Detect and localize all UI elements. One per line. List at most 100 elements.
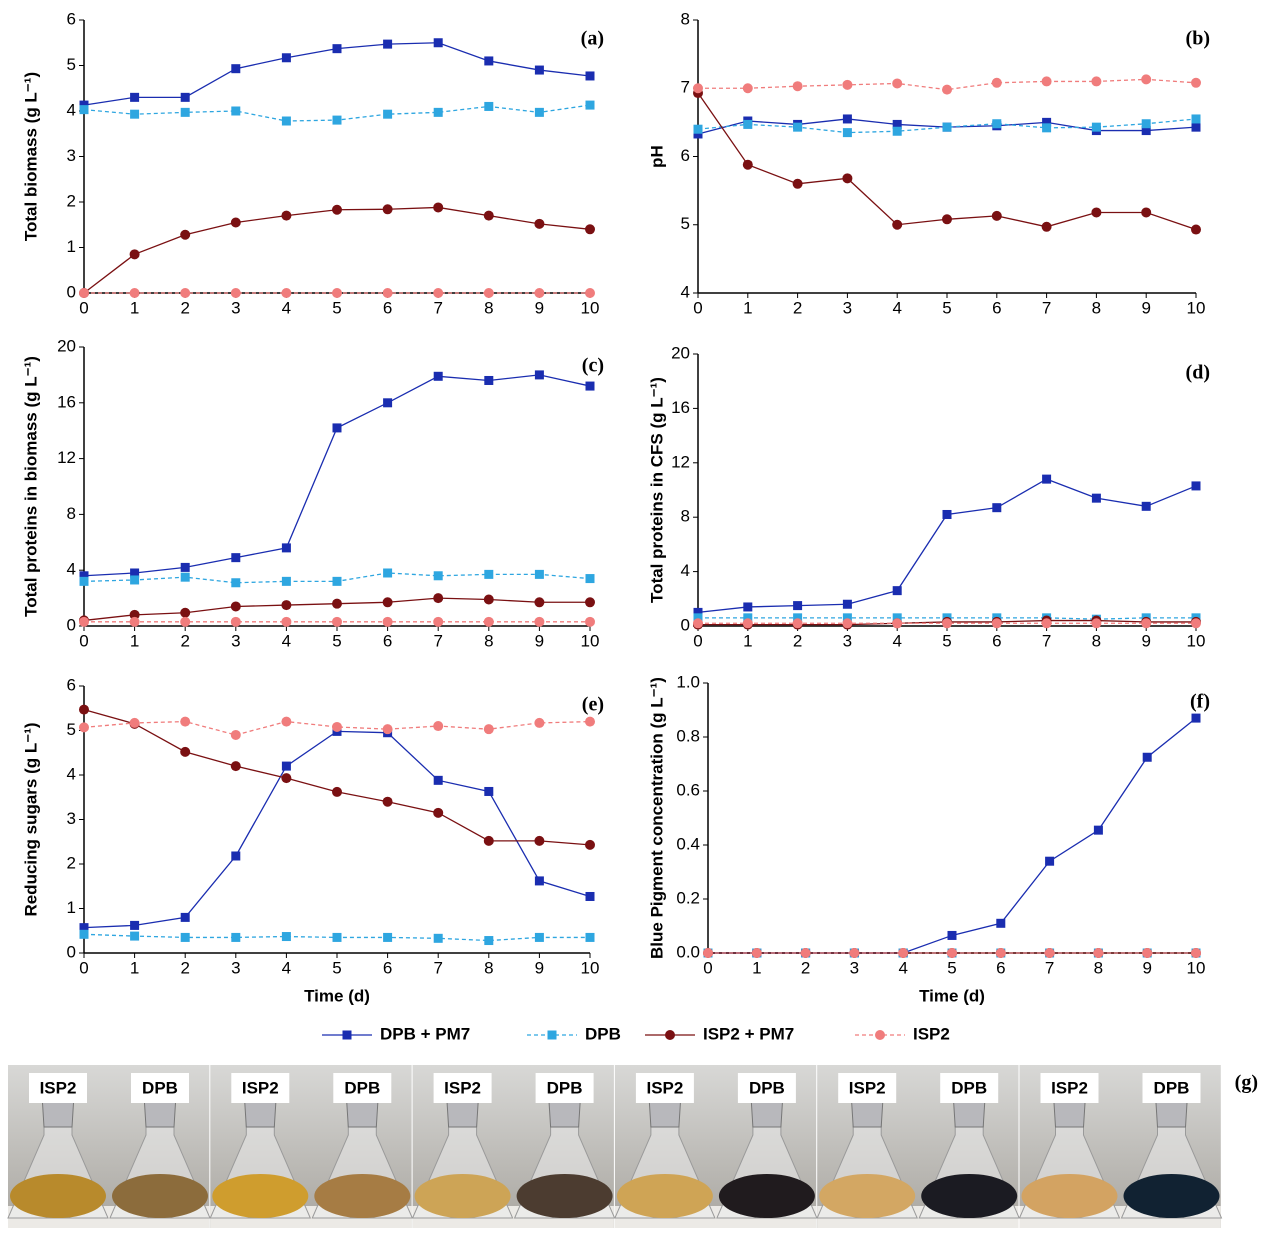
x-tick-label: 2 <box>793 631 802 650</box>
marker <box>693 607 703 617</box>
marker <box>842 128 852 138</box>
x-tick-label: 3 <box>843 631 852 650</box>
marker <box>433 933 443 943</box>
marker <box>1091 618 1102 629</box>
series-line <box>708 717 1197 954</box>
marker <box>534 370 544 380</box>
marker <box>743 613 753 623</box>
x-tick-label: 9 <box>535 631 544 650</box>
y-tick-label: 5 <box>681 214 690 233</box>
marker <box>332 932 342 942</box>
x-tick-label: 10 <box>1187 631 1206 650</box>
marker <box>79 288 89 298</box>
flask-label: ISP2 <box>646 1078 683 1097</box>
marker <box>332 576 342 586</box>
x-tick-label: 9 <box>1142 958 1151 977</box>
label-card <box>1040 1073 1099 1103</box>
marker <box>1191 77 1201 88</box>
liquid <box>921 1174 1018 1218</box>
marker <box>991 77 1002 88</box>
marker <box>534 597 545 608</box>
x-tick-label: 8 <box>484 958 493 977</box>
marker <box>180 616 191 627</box>
y-tick-label: 0.4 <box>676 834 700 853</box>
label-card <box>131 1073 189 1103</box>
marker <box>1191 948 1201 958</box>
marker <box>703 948 713 958</box>
marker <box>129 288 140 298</box>
marker <box>332 721 342 732</box>
x-tick-label: 10 <box>1187 958 1206 977</box>
marker <box>1042 123 1052 133</box>
x-tick-label: 2 <box>180 631 189 650</box>
marker <box>1041 618 1052 629</box>
marker <box>1091 76 1102 87</box>
marker <box>332 288 342 298</box>
x-tick-label: 9 <box>535 298 544 317</box>
x-tick-label: 10 <box>581 298 600 317</box>
x-tick-label: 8 <box>1092 298 1101 317</box>
marker <box>742 83 753 94</box>
legend-label: ISP2 <box>913 1024 950 1043</box>
marker <box>281 773 292 784</box>
marker <box>992 119 1002 129</box>
marker <box>433 202 444 213</box>
y-tick-label: 6 <box>67 675 76 694</box>
x-tick-label: 3 <box>231 298 240 317</box>
marker <box>180 716 191 727</box>
x-tick-label: 4 <box>892 631 901 650</box>
x-tick-label: 4 <box>282 631 291 650</box>
marker <box>332 786 342 797</box>
x-tick-label: 2 <box>180 298 189 317</box>
marker <box>281 53 291 63</box>
marker <box>792 178 803 189</box>
marker <box>1191 481 1201 491</box>
marker <box>281 600 292 611</box>
marker <box>433 288 444 298</box>
marker <box>800 948 811 958</box>
marker <box>585 616 595 627</box>
legend-marker <box>665 1030 675 1040</box>
x-axis-title: Time (d) <box>304 986 370 1005</box>
y-axis-title: pH <box>647 145 666 168</box>
label-card <box>635 1073 694 1103</box>
y-tick-label: 1.0 <box>676 672 700 691</box>
flask-label: DPB <box>142 1078 178 1097</box>
marker <box>180 746 191 757</box>
marker <box>281 543 291 553</box>
marker <box>1191 122 1201 132</box>
marker <box>433 721 444 732</box>
flask-label: DPB <box>547 1078 583 1097</box>
x-tick-label: 4 <box>892 298 901 317</box>
x-tick-label: 3 <box>843 298 852 317</box>
marker <box>180 288 191 298</box>
y-tick-label: 1 <box>67 237 76 256</box>
flask-label: ISP2 <box>40 1078 77 1097</box>
legend-marker <box>875 1030 885 1040</box>
panel-label: (c) <box>582 355 604 377</box>
marker <box>585 891 595 901</box>
marker <box>898 948 909 958</box>
marker <box>383 568 393 578</box>
legend-label: DPB + PM7 <box>380 1024 470 1043</box>
marker <box>892 618 903 629</box>
marker <box>332 598 342 609</box>
y-tick-label: 2 <box>67 191 76 210</box>
marker <box>180 229 191 240</box>
marker <box>382 204 393 215</box>
x-tick-label: 0 <box>703 958 712 977</box>
marker <box>1044 948 1055 958</box>
marker <box>842 613 852 623</box>
marker <box>180 932 190 942</box>
marker <box>743 602 753 612</box>
marker <box>79 704 89 715</box>
marker <box>942 618 952 629</box>
marker <box>1141 74 1152 85</box>
liquid <box>414 1174 511 1218</box>
marker <box>484 936 494 946</box>
marker <box>79 105 89 115</box>
x-tick-label: 6 <box>383 631 392 650</box>
marker <box>79 923 89 933</box>
y-tick-label: 4 <box>67 560 76 579</box>
x-tick-label: 6 <box>992 298 1001 317</box>
